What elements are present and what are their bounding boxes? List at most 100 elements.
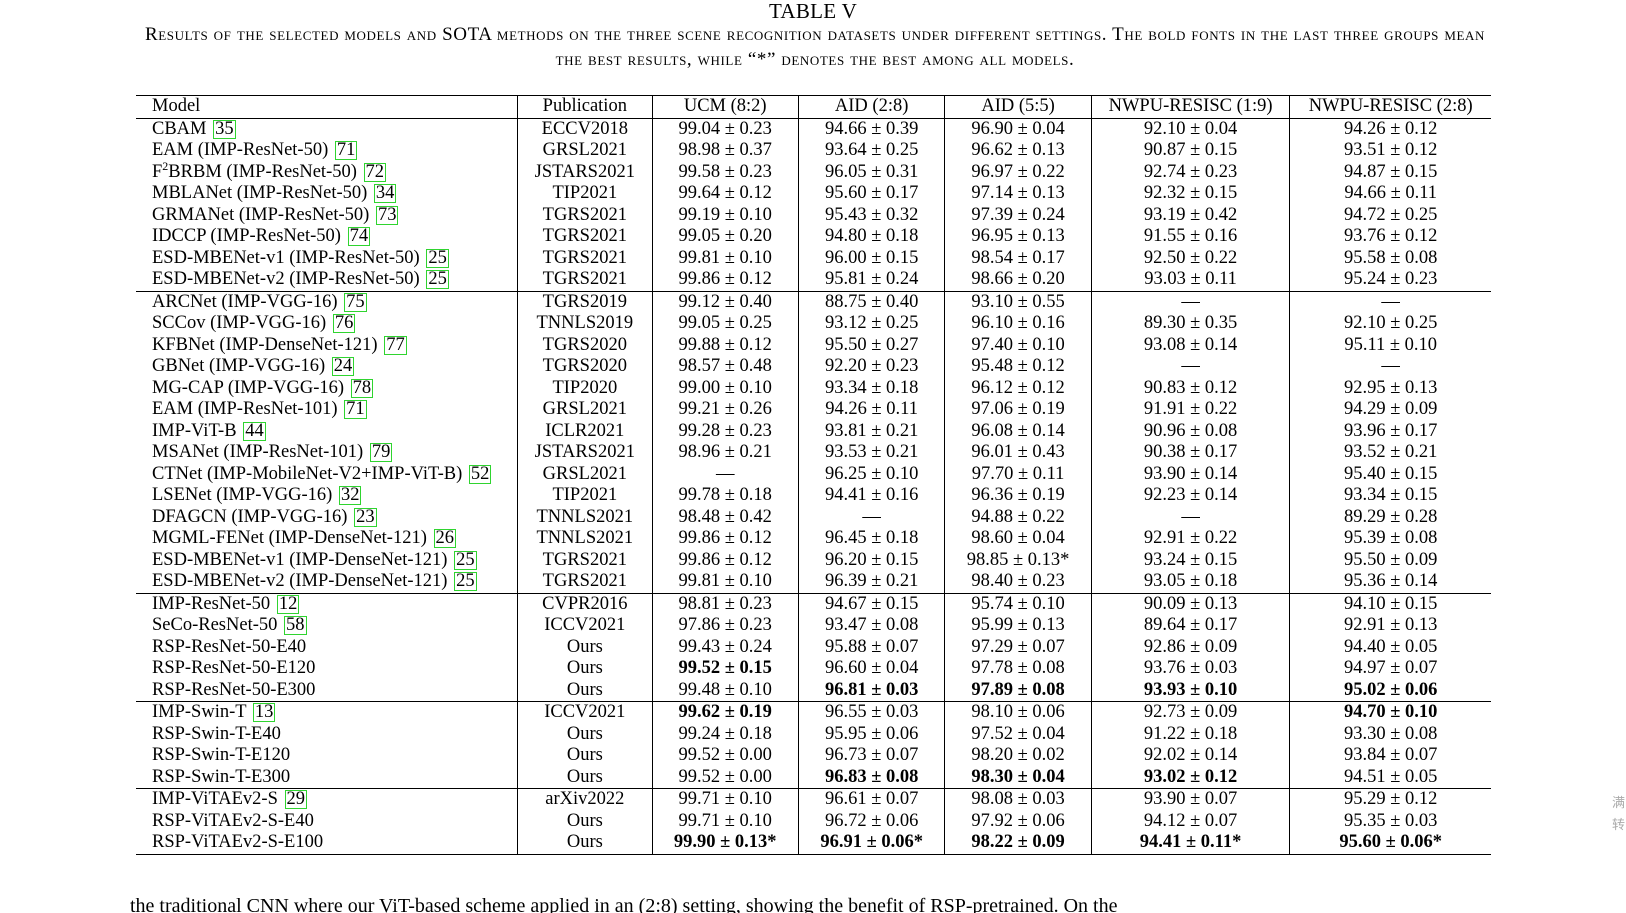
- citation-link[interactable]: 77: [384, 334, 407, 355]
- table-row: RSP-Swin-T-E120 Ours 99.52 ± 0.00 96.73 ± 0…: [136, 745, 1491, 767]
- model-name: SeCo-ResNet-50: [152, 615, 278, 635]
- citation-link[interactable]: 35: [213, 118, 236, 139]
- table-row: ESD-MBENet-v2 (IMP-ResNet-50) 25 TGRS2021…: [136, 269, 1491, 291]
- model-name-suffix: BRBM (IMP-ResNet-50): [168, 161, 357, 182]
- cell-nwpu-1-9: 89.64 ± 0.17: [1090, 615, 1290, 637]
- citation-link[interactable]: 71: [334, 140, 358, 160]
- cell-ucm-8-2: 99.88 ± 0.12: [651, 334, 799, 356]
- cell-model: RSP-ViTAEv2-S-E100: [136, 832, 518, 855]
- model-name: MSANet (IMP-ResNet-101): [152, 442, 364, 462]
- model-name: ESD-MBENet-v2 (IMP-DenseNet-121): [152, 571, 448, 591]
- cell-aid-5-5: 98.54 ± 0.17: [944, 247, 1092, 269]
- cell-ucm-8-2: 99.00 ± 0.10: [651, 377, 799, 399]
- cell-model: RSP-ResNet-50-E40: [136, 637, 518, 659]
- cell-nwpu-1-9: 94.41 ± 0.11*: [1090, 832, 1290, 855]
- citation-link[interactable]: 25: [454, 549, 477, 570]
- cell-nwpu-1-9: 91.55 ± 0.16: [1090, 226, 1290, 248]
- cell-nwpu-2-8: 93.76 ± 0.12: [1289, 226, 1491, 248]
- model-name: ARCNet (IMP-VGG-16): [152, 291, 338, 312]
- citation-link[interactable]: 26: [433, 528, 457, 548]
- cell-aid-5-5: 97.29 ± 0.07: [944, 636, 1092, 658]
- citation-link[interactable]: 74: [347, 226, 371, 246]
- citation-link[interactable]: 12: [276, 593, 300, 614]
- table-row: MSANet (IMP-ResNet-101) 79 JSTARS2021 98.9…: [136, 442, 1491, 464]
- cell-publication: TGRS2021: [517, 269, 653, 291]
- cell-ucm-8-2: 99.28 ± 0.23: [651, 420, 799, 442]
- cell-aid-2-8: 96.25 ± 0.10: [797, 463, 945, 485]
- cell-ucm-8-2: 99.86 ± 0.12: [651, 528, 799, 550]
- cell-aid-2-8: —: [797, 506, 945, 528]
- cell-aid-2-8: 94.66 ± 0.39: [797, 118, 945, 140]
- table-row: MBLANet (IMP-ResNet-50) 34 TIP2021 99.64 ±…: [136, 183, 1491, 205]
- cell-ucm-8-2: 99.12 ± 0.40: [651, 290, 799, 313]
- citation-link[interactable]: 79: [369, 442, 393, 462]
- cell-aid-5-5: 96.97 ± 0.22: [944, 161, 1092, 183]
- cell-aid-2-8: 95.88 ± 0.07: [797, 636, 945, 658]
- cell-publication: TGRS2020: [517, 356, 653, 378]
- cell-nwpu-1-9: 93.02 ± 0.12: [1090, 766, 1290, 789]
- cell-model: F2BRBM (IMP-ResNet-50) 72: [136, 159, 518, 184]
- model-name: RSP-ViTAEv2-S-E40: [152, 810, 314, 831]
- model-name: RSP-Swin-T-E40: [152, 723, 281, 744]
- citation-link[interactable]: 32: [338, 485, 362, 505]
- citation-link[interactable]: 71: [344, 399, 367, 419]
- model-name: MG-CAP (IMP-VGG-16): [152, 377, 345, 398]
- citation-link[interactable]: 23: [354, 506, 377, 527]
- table-row: RSP-Swin-T-E300 Ours 99.52 ± 0.00 96.83 ± 0…: [136, 766, 1491, 789]
- cell-model: EAM (IMP-ResNet-50) 71: [136, 140, 518, 162]
- cell-aid-2-8: 96.45 ± 0.18: [797, 528, 945, 550]
- cell-nwpu-1-9: 90.96 ± 0.08: [1090, 420, 1290, 442]
- cell-aid-5-5: 98.85 ± 0.13*: [944, 549, 1092, 571]
- model-name: EAM (IMP-ResNet-101): [152, 399, 338, 419]
- table-row: RSP-ResNet-50-E300 Ours 99.48 ± 0.10 96.81 …: [136, 679, 1491, 702]
- citation-link[interactable]: 72: [363, 161, 387, 182]
- cell-nwpu-1-9: 90.83 ± 0.12: [1090, 377, 1290, 399]
- citation-link[interactable]: 24: [331, 356, 355, 376]
- cell-publication: TGRS2021: [517, 549, 653, 571]
- cell-aid-2-8: 96.05 ± 0.31: [797, 161, 945, 183]
- results-table-container: Model Publication UCM (8:2) AID (2:8) AI…: [136, 95, 1491, 855]
- cell-aid-2-8: 96.55 ± 0.03: [797, 701, 945, 724]
- cell-ucm-8-2: 99.86 ± 0.12: [651, 269, 799, 291]
- citation-link[interactable]: 29: [284, 789, 308, 809]
- cell-model: GBNet (IMP-VGG-16) 24: [136, 356, 518, 378]
- header-model: Model: [152, 96, 201, 116]
- citation-link[interactable]: 25: [426, 247, 449, 268]
- cell-model: GRMANet (IMP-ResNet-50) 73: [136, 205, 518, 227]
- table-row: ESD-MBENet-v1 (IMP-DenseNet-121) 25 TGRS2…: [136, 549, 1491, 571]
- model-name: EAM (IMP-ResNet-50): [152, 140, 329, 160]
- citation-link[interactable]: 58: [284, 615, 307, 635]
- cell-aid-5-5: 97.14 ± 0.13: [944, 183, 1092, 205]
- citation-link[interactable]: 76: [332, 313, 356, 333]
- citation-link[interactable]: 73: [375, 204, 399, 225]
- cell-nwpu-1-9: 94.12 ± 0.07: [1090, 810, 1290, 832]
- citation-link[interactable]: 13: [252, 702, 276, 722]
- cell-nwpu-2-8: —: [1289, 290, 1491, 313]
- cell-nwpu-1-9: 90.09 ± 0.13: [1090, 592, 1290, 615]
- cell-publication: arXiv2022: [517, 788, 653, 811]
- cell-nwpu-2-8: 94.51 ± 0.05: [1289, 766, 1491, 789]
- citation-link[interactable]: 78: [350, 377, 374, 398]
- cell-aid-2-8: 93.81 ± 0.21: [797, 420, 945, 442]
- cell-publication: ECCV2018: [517, 118, 653, 140]
- citation-link[interactable]: 25: [426, 269, 449, 289]
- cell-aid-2-8: 95.95 ± 0.06: [797, 723, 945, 745]
- cell-publication: Ours: [517, 745, 653, 767]
- cell-aid-2-8: 96.81 ± 0.03: [797, 679, 945, 702]
- citation-link[interactable]: 75: [344, 291, 367, 312]
- cell-aid-5-5: 98.60 ± 0.04: [944, 528, 1092, 550]
- cell-aid-2-8: 95.81 ± 0.24: [797, 269, 945, 291]
- citation-link[interactable]: 52: [468, 463, 492, 484]
- table-body: CBAM 35 ECCV2018 99.04 ± 0.23 94.66 ± 0.39 9…: [136, 118, 1491, 855]
- citation-link[interactable]: 44: [243, 420, 266, 441]
- citation-link[interactable]: 25: [454, 571, 477, 591]
- cell-ucm-8-2: 99.58 ± 0.23: [651, 161, 799, 183]
- cell-ucm-8-2: 99.04 ± 0.23: [651, 118, 799, 140]
- cell-ucm-8-2: 99.90 ± 0.13*: [651, 832, 799, 855]
- table-row: MG-CAP (IMP-VGG-16) 78 TIP2020 99.00 ± 0.1…: [136, 377, 1491, 399]
- cell-aid-5-5: 96.10 ± 0.16: [944, 313, 1092, 335]
- citation-link[interactable]: 34: [373, 183, 397, 203]
- cell-ucm-8-2: 98.57 ± 0.48: [651, 356, 799, 378]
- cell-nwpu-1-9: 93.05 ± 0.18: [1090, 571, 1290, 593]
- table-row: EAM (IMP-ResNet-50) 71 GRSL2021 98.98 ± 0.…: [136, 140, 1491, 162]
